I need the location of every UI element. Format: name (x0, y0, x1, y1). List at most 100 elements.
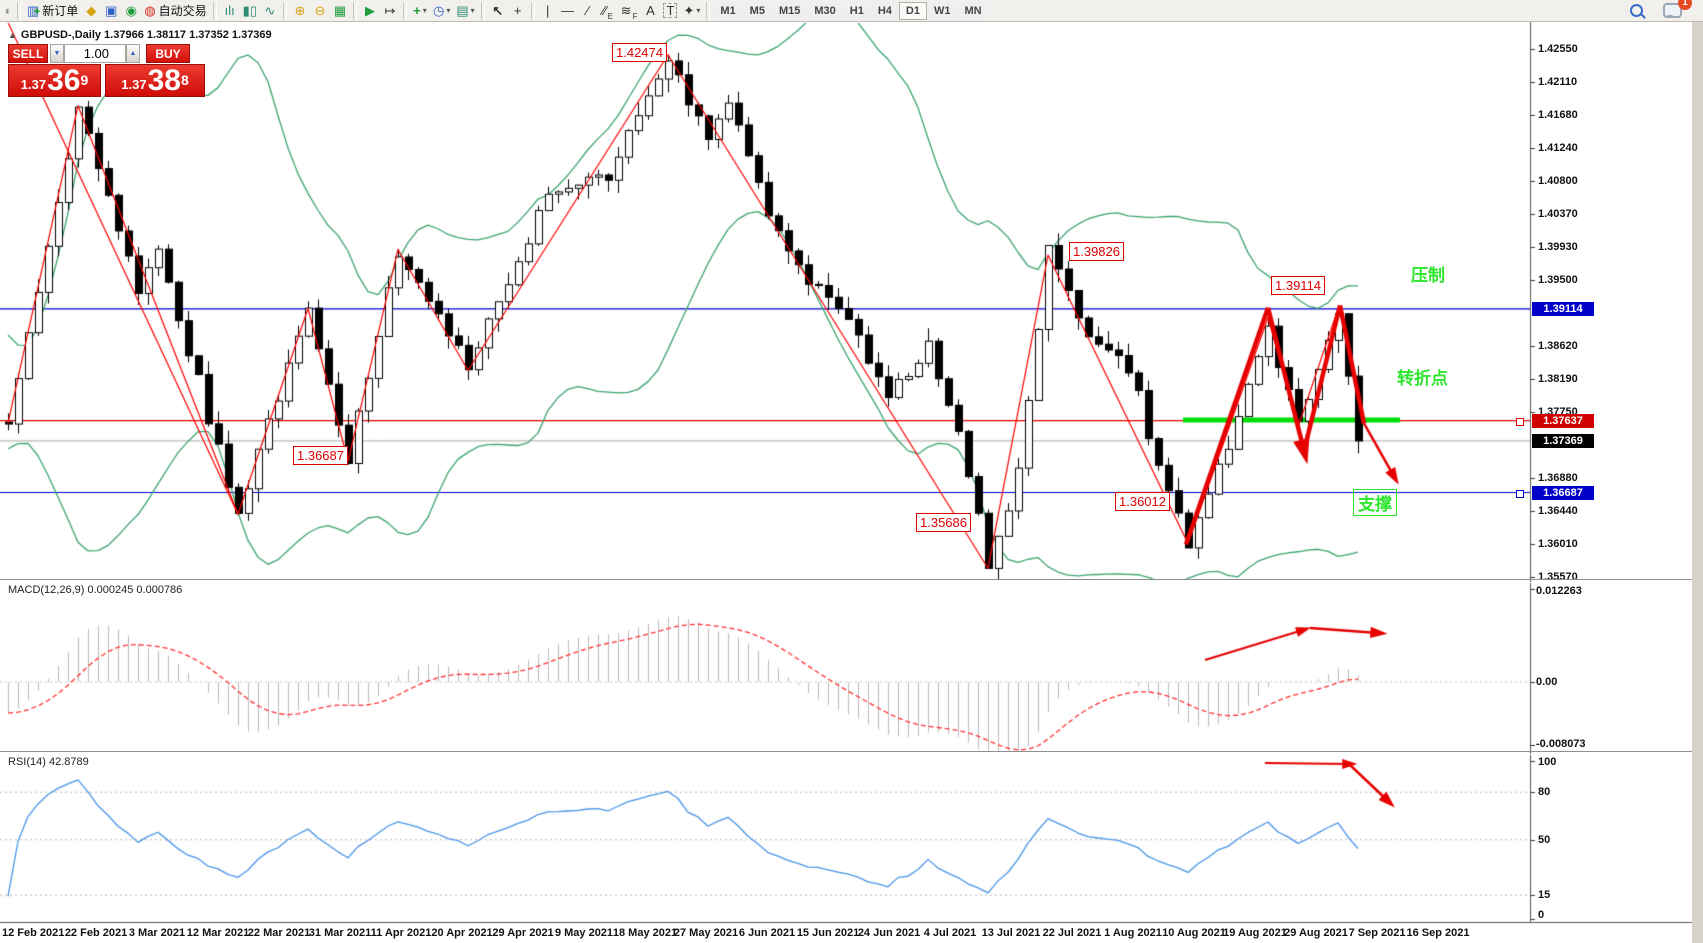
candle-chart-button[interactable]: ▮▯ (240, 1, 260, 21)
trendline-button[interactable]: ∕ (578, 1, 598, 21)
dropdown-arrow-icon: ▾ (446, 6, 451, 15)
arrows-tool-button[interactable]: ✦ ▾ (680, 1, 703, 21)
timeframe-m15[interactable]: M15 (771, 1, 808, 20)
templates-button[interactable]: ▤ ▾ (453, 1, 477, 21)
tile-windows-icon: ▦ (333, 3, 347, 18)
vertical-line-button[interactable]: | (538, 1, 558, 21)
autotrade-icon: ◍ (144, 3, 156, 18)
horizontal-line-button[interactable]: — (558, 1, 578, 21)
text-label-icon: T (663, 3, 678, 18)
chart-shift-button[interactable]: ↦ (380, 1, 400, 21)
text-tool-icon: A (646, 3, 655, 18)
search-icon (1629, 4, 1643, 17)
sell-button[interactable]: SELL (8, 44, 48, 63)
terminal-button[interactable]: ▣ (101, 1, 121, 21)
toolbar-separator (480, 1, 485, 20)
timeframe-h4[interactable]: H4 (870, 1, 899, 20)
window-edge-strip (1692, 0, 1703, 943)
zoom-in-icon: ⊕ (294, 3, 306, 18)
clipped-icon: ◖ (3, 3, 11, 18)
autotrade-label: 自动交易 (158, 4, 207, 18)
timeframe-m30[interactable]: M30 (807, 1, 843, 20)
new-order-button[interactable]: ▥ + 新订单 (24, 1, 81, 21)
channel-icon: ∕∕ (602, 3, 607, 18)
buy-button[interactable]: BUY (146, 44, 190, 63)
zoom-out-button[interactable]: ⊖ (310, 1, 330, 21)
bar-chart-button[interactable]: ılı (220, 1, 240, 21)
chart-shift-icon: ↦ (384, 3, 396, 18)
toolbar-separator (530, 1, 535, 20)
dropdown-arrow-icon: ▾ (422, 6, 427, 15)
autotrade-button[interactable]: ◍ 自动交易 (141, 1, 209, 21)
auto-scroll-icon: ▶ (364, 3, 375, 18)
bar-chart-icon: ılı (224, 3, 235, 18)
tile-windows-button[interactable]: ▦ (330, 1, 350, 21)
notifications-button[interactable]: 1 (1660, 0, 1692, 21)
quotes-button[interactable]: ◆ (81, 1, 101, 21)
fibonacci-icon: ≋ (620, 3, 632, 18)
new-order-label: 新订单 (42, 4, 79, 18)
sell-price-prefix: 1.37 (20, 77, 47, 92)
one-click-trading-panel: SELL ▼ 1.00 ▲ BUY 1.37 36 9 1.37 38 8 (8, 44, 205, 97)
timeframe-w1[interactable]: W1 (926, 1, 958, 20)
buy-price-pip: 8 (180, 72, 189, 88)
toolbar-separator (17, 1, 21, 20)
indicators-button[interactable]: + ▾ (410, 1, 430, 21)
sell-price-pip: 9 (80, 72, 89, 88)
buy-price-big: 38 (147, 64, 181, 97)
timeframe-h1[interactable]: H1 (842, 1, 871, 20)
crosshair-button[interactable]: + (508, 1, 528, 21)
auto-scroll-button[interactable]: ▶ (360, 1, 380, 21)
quotes-icon: ◆ (86, 3, 97, 18)
timeframe-m5[interactable]: M5 (742, 1, 772, 20)
timeframe-group: M1 M5 M15 M30 H1 H4 D1 W1 MN (713, 1, 989, 20)
volume-input[interactable]: 1.00 (64, 44, 126, 63)
buy-price-display[interactable]: 1.37 38 8 (105, 64, 205, 97)
search-button[interactable] (1626, 1, 1646, 21)
periods-icon: ◷ (432, 3, 445, 18)
channel-sub-label: E (607, 11, 613, 21)
volume-increase-button[interactable]: ▲ (126, 44, 140, 63)
fibonacci-button[interactable]: ≋ F (618, 1, 641, 21)
indicators-icon: + (413, 3, 421, 18)
dropdown-arrow-icon: ▾ (470, 6, 475, 15)
candle-chart-icon: ▮▯ (242, 3, 257, 18)
zoom-out-icon: ⊖ (314, 3, 326, 18)
arrows-tool-icon: ✦ (683, 3, 695, 18)
trendline-icon: ∕ (586, 3, 589, 18)
line-chart-button[interactable]: ∿ (260, 1, 280, 21)
channel-button[interactable]: ∕∕ E (598, 1, 618, 21)
line-chart-icon: ∿ (264, 3, 276, 18)
periods-button[interactable]: ◷ ▾ (430, 1, 453, 21)
chat-icon (1663, 3, 1682, 18)
toolbar-separator (212, 1, 217, 20)
toolbar-separator (282, 1, 287, 20)
sell-price-big: 36 (47, 64, 81, 97)
horizontal-line-icon: — (561, 3, 575, 18)
sell-price-display[interactable]: 1.37 36 9 (8, 64, 101, 97)
timeframe-mn[interactable]: MN (957, 1, 989, 20)
cursor-icon: ↖ (492, 3, 504, 18)
notification-badge: 1 (1678, 0, 1692, 10)
toolbar-separator (706, 1, 711, 20)
fibonacci-sub-label: F (632, 11, 638, 21)
volume-decrease-button[interactable]: ▼ (50, 44, 64, 63)
vertical-line-icon: | (545, 3, 550, 18)
zoom-in-button[interactable]: ⊕ (290, 1, 310, 21)
text-tool-button[interactable]: A (640, 1, 660, 21)
signal-button[interactable]: ◉ (121, 1, 141, 21)
dropdown-arrow-icon: ▾ (696, 6, 701, 15)
cursor-button[interactable]: ↖ (488, 1, 508, 21)
toolbar-separator (402, 1, 407, 20)
templates-icon: ▤ (456, 3, 469, 18)
timeframe-m1[interactable]: M1 (713, 1, 743, 20)
text-label-button[interactable]: T (660, 1, 680, 21)
terminal-icon: ▣ (105, 3, 118, 18)
toolbar: ◖ ▥ + 新订单 ◆ ▣ ◉ ◍ 自动交易 ılı ▮▯ ∿ ⊕ ⊖ ▦ ▶ ↦… (0, 0, 1703, 22)
timeframe-d1[interactable]: D1 (898, 1, 927, 20)
crosshair-icon: + (513, 3, 522, 18)
signal-icon: ◉ (125, 3, 137, 18)
buy-price-prefix: 1.37 (121, 77, 147, 92)
toolbar-separator (352, 1, 357, 20)
